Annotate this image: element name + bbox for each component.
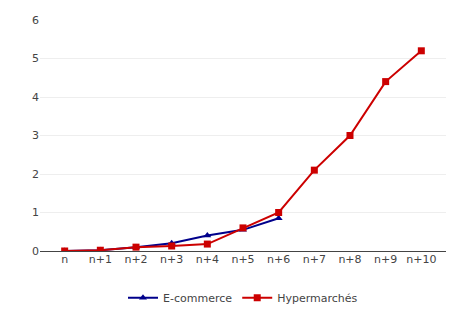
svg-text:3: 3 bbox=[32, 129, 39, 142]
svg-text:5: 5 bbox=[32, 52, 39, 65]
svg-text:n+3: n+3 bbox=[160, 253, 183, 266]
svg-text:E-commerce: E-commerce bbox=[163, 292, 232, 305]
svg-text:n+9: n+9 bbox=[374, 253, 397, 266]
svg-text:n+1: n+1 bbox=[89, 253, 112, 266]
svg-text:n+8: n+8 bbox=[338, 253, 361, 266]
svg-text:n+4: n+4 bbox=[196, 253, 219, 266]
svg-text:4: 4 bbox=[32, 91, 39, 104]
svg-text:n+5: n+5 bbox=[231, 253, 254, 266]
svg-text:6: 6 bbox=[32, 14, 39, 27]
svg-text:0: 0 bbox=[32, 245, 39, 258]
svg-text:2: 2 bbox=[32, 168, 39, 181]
svg-text:Hypermarchés: Hypermarchés bbox=[277, 292, 357, 305]
svg-text:n+7: n+7 bbox=[303, 253, 326, 266]
svg-text:n+2: n+2 bbox=[124, 253, 147, 266]
svg-text:n+6: n+6 bbox=[267, 253, 290, 266]
svg-text:n: n bbox=[61, 253, 68, 266]
svg-text:1: 1 bbox=[32, 206, 39, 219]
svg-text:n+10: n+10 bbox=[406, 253, 436, 266]
